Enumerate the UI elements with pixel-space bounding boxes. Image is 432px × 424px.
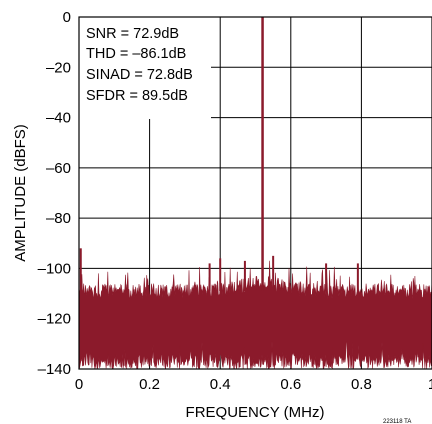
y-tick-labels: 0 –20 –40 –60 –80 –100 –120 –140 <box>38 9 71 378</box>
noise-floor-band <box>78 260 432 370</box>
y-tick-label: –80 <box>46 210 71 227</box>
y-tick-label: –40 <box>46 110 71 127</box>
y-tick-label: –20 <box>46 59 71 76</box>
x-tick-label: 1 <box>428 376 432 393</box>
y-tick-label: –100 <box>38 260 71 277</box>
annotation-snr: SNR = 72.9dB <box>86 26 179 42</box>
x-tick-labels: 0 0.2 0.4 0.6 0.8 1 <box>75 376 432 393</box>
y-tick-label: –120 <box>38 311 71 328</box>
x-axis-title: FREQUENCY (MHz) <box>186 404 325 421</box>
annotation-sinad: SINAD = 72.8dB <box>86 67 193 83</box>
figure-id: 223118 TA <box>383 419 411 424</box>
annotation-thd: THD = –86.1dB <box>86 46 186 62</box>
plot-frame <box>78 16 432 370</box>
y-tick-label: 0 <box>63 9 71 26</box>
x-tick-label: 0.2 <box>139 376 160 393</box>
annotation-box: SNR = 72.9dB THD = –86.1dB SINAD = 72.8d… <box>79 17 211 119</box>
x-tick-label: 0.8 <box>351 376 372 393</box>
y-axis-title: AMPLITUDE (dBFS) <box>12 124 29 262</box>
annotation-sfdr: SFDR = 89.5dB <box>86 88 188 104</box>
x-tick-label: 0.4 <box>210 376 231 393</box>
x-tick-label: 0 <box>75 376 83 393</box>
spectrum-series <box>78 248 432 370</box>
y-tick-label: –140 <box>38 361 71 378</box>
x-tick-label: 0.6 <box>280 376 301 393</box>
y-tick-label: –60 <box>46 160 71 177</box>
